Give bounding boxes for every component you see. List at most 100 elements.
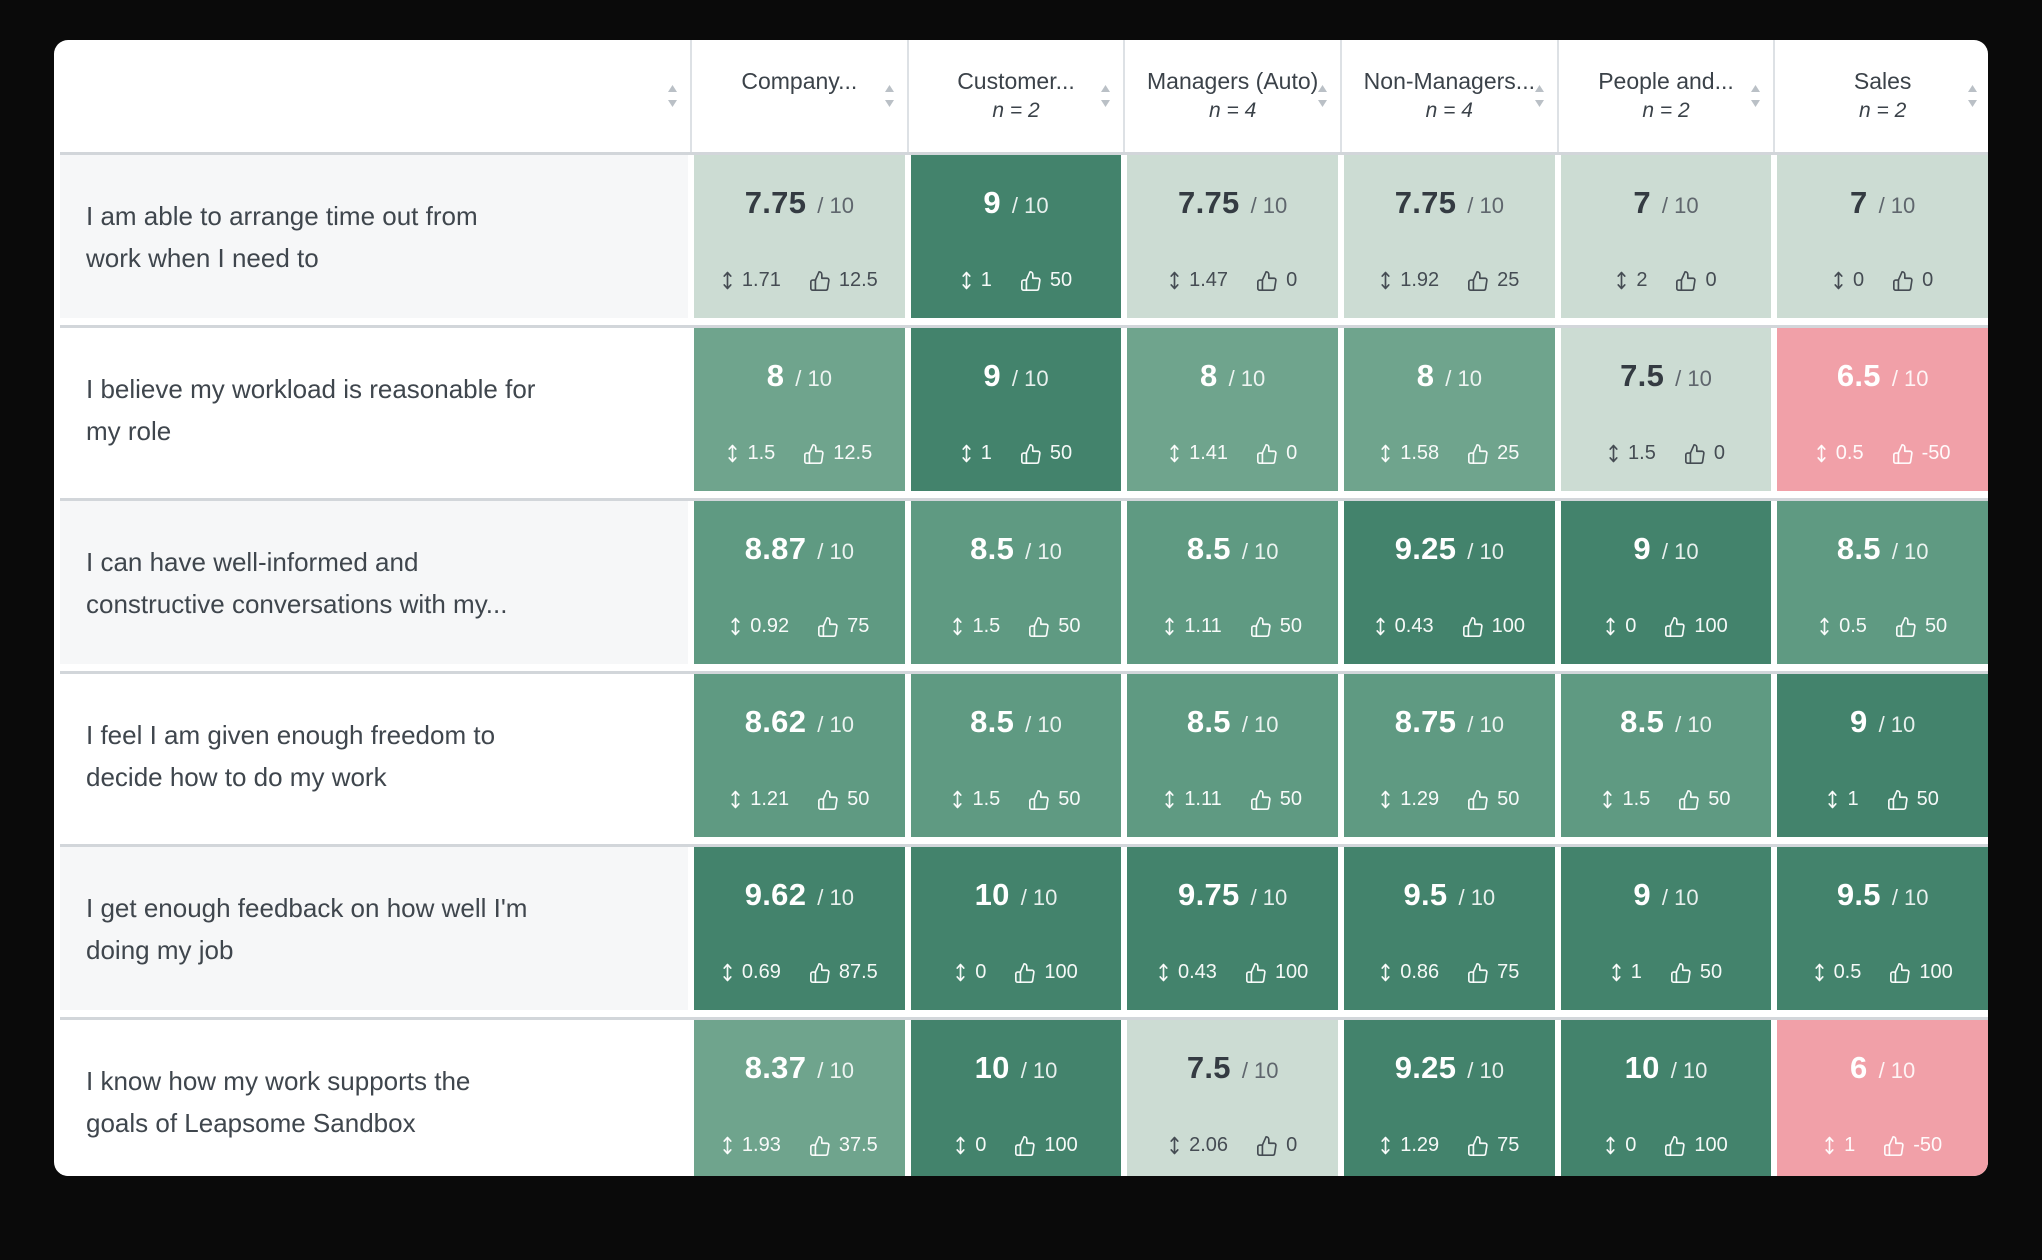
score-cell[interactable]: 7.5 / 10 2.06 0 bbox=[1127, 1020, 1338, 1176]
score-cell[interactable]: 9.5 / 10 0.86 75 bbox=[1344, 847, 1555, 1010]
favorability-value: 100 bbox=[1044, 961, 1078, 983]
column-header-non-managers[interactable]: Non-Managers... n = 4 bbox=[1340, 40, 1555, 152]
sort-arrows-icon[interactable] bbox=[666, 84, 679, 108]
score-cell[interactable]: 8 / 10 1.5 12.5 bbox=[694, 328, 905, 491]
favorability-stat: 50 bbox=[1250, 788, 1302, 811]
favorability-value: 100 bbox=[1919, 961, 1953, 983]
score-value: 8 bbox=[1416, 358, 1435, 393]
score-cell[interactable]: 9.25 / 10 0.43 100 bbox=[1344, 501, 1555, 664]
score-value: 8.5 bbox=[970, 704, 1015, 739]
score-cell[interactable]: 10 / 10 0 100 bbox=[910, 847, 1122, 1010]
thumbs-up-icon bbox=[1462, 616, 1483, 637]
score-cell[interactable]: 9 / 10 1 50 bbox=[910, 155, 1122, 318]
spread-stat: 0 bbox=[1832, 269, 1864, 292]
spread-stat: 1.29 bbox=[1379, 1134, 1439, 1157]
score-max: / 10 bbox=[1661, 885, 1699, 910]
score-cell[interactable]: 8 / 10 1.41 0 bbox=[1127, 328, 1338, 491]
score-cell[interactable]: 8.5 / 10 1.11 50 bbox=[1127, 674, 1338, 837]
favorability-stat: 75 bbox=[1467, 1134, 1519, 1157]
cell-stats: 0.5 -50 bbox=[1815, 442, 1951, 465]
score-cell[interactable]: 8.5 / 10 1.5 50 bbox=[910, 674, 1122, 837]
distribution-range-icon bbox=[956, 963, 965, 982]
score-cell[interactable]: 8.5 / 10 1.11 50 bbox=[1127, 501, 1338, 664]
question-cell[interactable]: I know how my work supports the goals of… bbox=[60, 1020, 688, 1176]
spread-value: 2 bbox=[1636, 269, 1648, 291]
distribution-range-icon bbox=[1165, 790, 1174, 809]
score-line: 9 / 10 bbox=[1633, 531, 1698, 567]
cell-stats: 1.71 12.5 bbox=[721, 269, 878, 292]
score-cell[interactable]: 8.5 / 10 0.5 50 bbox=[1777, 501, 1988, 664]
spread-value: 0.69 bbox=[741, 961, 781, 983]
score-cell[interactable]: 7.75 / 10 1.47 0 bbox=[1127, 155, 1338, 318]
score-cell[interactable]: 9 / 10 1 50 bbox=[1777, 674, 1988, 837]
score-cell[interactable]: 8.87 / 10 0.92 75 bbox=[694, 501, 905, 664]
score-cell[interactable]: 7 / 10 2 0 bbox=[1560, 155, 1772, 318]
favorability-value: 87.5 bbox=[838, 961, 878, 983]
score-value: 8.5 bbox=[1186, 531, 1231, 566]
column-header-managers-auto[interactable]: Managers (Auto) n = 4 bbox=[1123, 40, 1338, 152]
score-cell[interactable]: 10 / 10 0 100 bbox=[910, 1020, 1122, 1176]
score-cell[interactable]: 9 / 10 1 50 bbox=[910, 328, 1122, 491]
cell-stats: 1 50 bbox=[1826, 788, 1939, 811]
score-cell[interactable]: 8.62 / 10 1.21 50 bbox=[694, 674, 905, 837]
question-cell[interactable]: I feel I am given enough freedom to deci… bbox=[60, 674, 688, 837]
question-cell[interactable]: I believe my workload is reasonable for … bbox=[60, 328, 688, 491]
column-header-customer[interactable]: Customer... n = 2 bbox=[906, 40, 1122, 152]
column-n-count: n = 2 bbox=[1859, 99, 1907, 122]
column-header-question[interactable] bbox=[60, 40, 688, 152]
score-max: / 10 bbox=[1250, 885, 1288, 910]
question-cell[interactable]: I get enough feedback on how well I'm do… bbox=[60, 847, 688, 1010]
spread-stat: 1.93 bbox=[721, 1134, 781, 1157]
score-value: 8 bbox=[1200, 358, 1218, 393]
score-cell[interactable]: 9 / 10 0 100 bbox=[1560, 501, 1772, 664]
column-n-count: n = 4 bbox=[1425, 99, 1473, 122]
score-cell[interactable]: 7.75 / 10 1.71 12.5 bbox=[694, 155, 905, 318]
question-cell[interactable]: I can have well-informed and constructiv… bbox=[60, 501, 688, 664]
sort-arrows-icon[interactable] bbox=[1749, 84, 1762, 108]
score-cell[interactable]: 8.5 / 10 1.5 50 bbox=[910, 501, 1122, 664]
spread-stat: 0 bbox=[1604, 615, 1636, 638]
score-cell[interactable]: 8 / 10 1.58 25 bbox=[1344, 328, 1555, 491]
score-cell[interactable]: 9 / 10 1 50 bbox=[1560, 847, 1772, 1010]
thumbs-up-icon bbox=[1468, 962, 1488, 983]
score-cell[interactable]: 7 / 10 0 0 bbox=[1777, 155, 1988, 318]
sort-arrows-icon[interactable] bbox=[883, 84, 896, 108]
score-cell[interactable]: 9.25 / 10 1.29 75 bbox=[1344, 1020, 1555, 1176]
score-cell[interactable]: 7.5 / 10 1.5 0 bbox=[1560, 328, 1772, 491]
score-max: / 10 bbox=[1011, 193, 1049, 218]
spread-value: 0.43 bbox=[1394, 615, 1434, 637]
favorability-stat: 0 bbox=[1256, 1134, 1297, 1157]
sort-arrows-icon[interactable] bbox=[1533, 84, 1546, 108]
distribution-range-icon bbox=[1834, 271, 1843, 290]
score-cell[interactable]: 6.5 / 10 0.5 -50 bbox=[1777, 328, 1988, 491]
score-cell[interactable]: 9.62 / 10 0.69 87.5 bbox=[694, 847, 905, 1010]
score-cell[interactable]: 8.75 / 10 1.29 50 bbox=[1344, 674, 1555, 837]
score-cell[interactable]: 8.5 / 10 1.5 50 bbox=[1560, 674, 1772, 837]
question-cell[interactable]: I am able to arrange time out from work … bbox=[60, 155, 688, 318]
spread-stat: 0.5 bbox=[1813, 961, 1861, 984]
sort-arrows-icon[interactable] bbox=[1099, 84, 1112, 108]
score-value: 9.62 bbox=[744, 877, 807, 912]
score-cell[interactable]: 6 / 10 1 -50 bbox=[1777, 1020, 1988, 1176]
spread-value: 1.58 bbox=[1400, 442, 1440, 464]
score-line: 8 / 10 bbox=[767, 358, 832, 394]
distribution-range-icon bbox=[1381, 790, 1390, 809]
score-cell[interactable]: 10 / 10 0 100 bbox=[1560, 1020, 1772, 1176]
score-cell[interactable]: 8.37 / 10 1.93 37.5 bbox=[694, 1020, 905, 1176]
favorability-stat: 100 bbox=[1664, 615, 1728, 638]
column-label: Company... bbox=[741, 68, 858, 94]
sort-arrows-icon[interactable] bbox=[1316, 84, 1329, 108]
thumbs-up-icon bbox=[1257, 443, 1277, 464]
survey-question-row: I get enough feedback on how well I'm do… bbox=[60, 844, 1988, 1010]
favorability-value: 50 bbox=[1049, 442, 1073, 464]
thumbs-up-icon bbox=[1020, 270, 1041, 291]
sort-arrows-icon[interactable] bbox=[1966, 84, 1979, 108]
column-header-company[interactable]: Company... bbox=[690, 40, 905, 152]
column-header-sales[interactable]: Sales n = 2 bbox=[1773, 40, 1988, 152]
score-cell[interactable]: 9.75 / 10 0.43 100 bbox=[1127, 847, 1338, 1010]
thumbs-up-icon bbox=[1015, 962, 1036, 983]
cell-stats: 2 0 bbox=[1615, 269, 1717, 292]
column-header-people-and[interactable]: People and... n = 2 bbox=[1556, 40, 1772, 152]
score-cell[interactable]: 9.5 / 10 0.5 100 bbox=[1777, 847, 1988, 1010]
score-cell[interactable]: 7.75 / 10 1.92 25 bbox=[1344, 155, 1555, 318]
